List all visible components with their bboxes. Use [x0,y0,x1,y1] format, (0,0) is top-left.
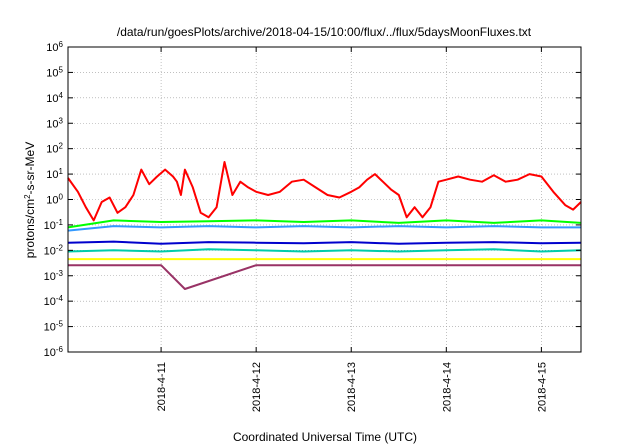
series-line-2 [67,219,582,229]
series-line-7 [68,264,581,290]
x-tick-label: 2018-4-12 [251,362,263,412]
y-tick-label: 105 [46,65,63,80]
y-tick-label: 100 [46,192,63,207]
x-tick-label: 2018-4-11 [156,362,168,411]
y-tick-label: 10-5 [44,319,64,334]
y-tick-label: 106 [46,40,63,55]
y-tick-label: 103 [46,116,63,131]
y-tick-labels: 10-6 10-5 10-4 10-3 10-2 10-1 100 101 102 103 104 1… [44,40,64,360]
y-axis-label-pre: protons/cm [23,199,37,258]
y-tick-label: 10-3 [44,268,64,283]
y-axis-label-post: -s-sr-MeV [23,142,37,195]
y-axis-label: protons/cm2-s-sr-MeV [23,142,38,258]
y-tick-label: 10-2 [44,243,64,257]
series-layer [67,161,582,290]
y-tick-label: 102 [46,141,63,156]
ticks [68,46,581,353]
series-line-5 [67,248,582,253]
x-tick-label: 2018-4-15 [536,362,548,412]
y-tick-label: 104 [46,90,63,105]
series-line-3 [67,225,581,232]
x-tick-label: 2018-4-13 [346,362,358,412]
chart-title: /data/run/goesPlots/archive/2018-04-15/1… [117,25,532,39]
y-tick-label: 10-6 [44,345,64,360]
y-axis-label-sup: 2 [23,194,32,199]
y-tick-label: 10-4 [44,294,64,309]
x-tick-label: 2018-4-14 [441,362,453,412]
series-line-1 [67,161,582,222]
x-tick-labels: 2018-4-11 2018-4-12 2018-4-13 2018-4-14 2018… [156,362,548,412]
x-axis-label: Coordinated Universal Time (UTC) [233,430,417,444]
y-tick-label: 101 [46,167,63,182]
series-line-4 [67,240,582,245]
y-tick-label: 10-1 [44,217,64,232]
